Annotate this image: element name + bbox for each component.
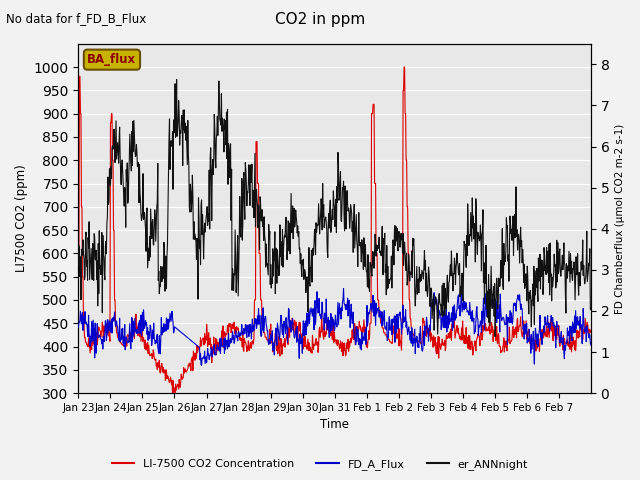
X-axis label: Time: Time xyxy=(320,419,349,432)
Text: No data for f_FD_B_Flux: No data for f_FD_B_Flux xyxy=(6,12,147,25)
Text: BA_flux: BA_flux xyxy=(88,53,136,66)
Y-axis label: LI7500 CO2 (ppm): LI7500 CO2 (ppm) xyxy=(15,165,28,272)
Legend: LI-7500 CO2 Concentration, FD_A_Flux, er_ANNnight: LI-7500 CO2 Concentration, FD_A_Flux, er… xyxy=(108,455,532,474)
Y-axis label: FD Chamberflux (μmol CO2 m-2 s-1): FD Chamberflux (μmol CO2 m-2 s-1) xyxy=(615,123,625,313)
Text: CO2 in ppm: CO2 in ppm xyxy=(275,12,365,27)
